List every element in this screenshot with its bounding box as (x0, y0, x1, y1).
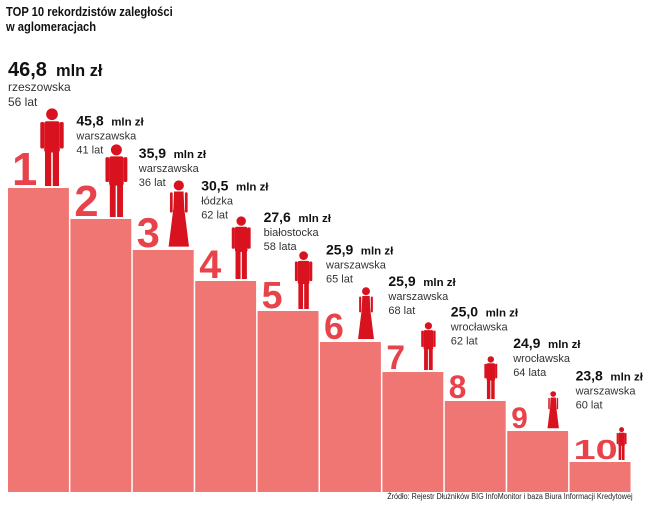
rank-number: 9 (511, 402, 528, 435)
bar-rank-4 (195, 281, 257, 492)
rank-item-9: 9 24,9 mln zł wrocławska 64 lata (507, 335, 581, 492)
unit-label: mln zł (236, 182, 269, 194)
rank-item-3: 3 35,9 mln zł warszawska 36 lat (132, 145, 207, 492)
amount-label: 25,9 (326, 242, 353, 258)
bar-rank-9 (507, 431, 569, 492)
unit-label: mln zł (486, 308, 519, 320)
bar-rank-2 (70, 219, 132, 492)
age-label: 56 lat (8, 95, 38, 109)
female-figure-icon (358, 287, 374, 339)
rank-item-6: 6 25,9 mln zł warszawska 65 lat (320, 242, 394, 492)
age-label: 68 lat (388, 305, 415, 317)
unit-label: mln zł (610, 372, 643, 384)
rank-number: 7 (386, 339, 405, 377)
age-label: 60 lat (576, 400, 603, 412)
rank-item-8: 8 25,0 mln zł wrocławska 62 lat (444, 304, 519, 492)
rank-number: 6 (324, 306, 344, 347)
age-label: 41 lat (76, 145, 103, 157)
rank-number: 1 (12, 143, 37, 195)
male-figure-icon (421, 322, 436, 370)
rank-number: 3 (137, 209, 160, 256)
rank-number: 2 (74, 177, 98, 226)
age-label: 62 lat (201, 210, 228, 222)
amount-label: 27,6 (264, 209, 291, 225)
rank-number: 4 (199, 243, 222, 287)
amount-label: 45,8 (76, 113, 103, 129)
bar-rank-6 (320, 342, 381, 492)
age-label: 65 lat (326, 274, 353, 286)
male-figure-icon (616, 427, 627, 460)
female-figure-icon (168, 180, 189, 247)
male-figure-icon (105, 144, 128, 217)
region-label: warszawska (325, 260, 387, 272)
male-figure-icon (231, 216, 251, 279)
region-label: łódzka (201, 196, 234, 208)
chart-title-line-2: w aglomeracjach (6, 19, 97, 34)
rank-item-5: 5 27,6 mln zł białostocka 58 lata (257, 209, 332, 492)
region-label: warszawska (75, 131, 137, 143)
rank-number: 8 (449, 369, 467, 405)
source-note: Źródło: Rejestr Dłużników BIG InfoMonito… (387, 492, 633, 501)
amount-label: 30,5 (201, 178, 228, 194)
rank-number: 5 (262, 275, 283, 317)
chart-title-line-1: TOP 10 rekordzistów zaległości (6, 4, 173, 19)
region-label: warszawska (138, 163, 200, 175)
age-label: 64 lata (513, 367, 547, 379)
age-label: 36 lat (139, 177, 166, 189)
unit-label: mln zł (111, 117, 144, 129)
region-label: wrocławska (512, 353, 571, 365)
rank-item-10: 10 23,8 mln zł warszawska 60 lat (569, 368, 644, 492)
region-label: wrocławska (450, 322, 509, 334)
male-figure-icon (294, 251, 313, 309)
rank-number: 10 (574, 434, 618, 465)
male-figure-icon (484, 356, 498, 399)
unit-label: mln zł (361, 246, 394, 258)
amount-label: 35,9 (139, 145, 166, 161)
age-label: 62 lat (451, 336, 478, 348)
bar-rank-3 (132, 250, 194, 492)
rank-item-7: 7 25,9 mln zł warszawska 68 lat (382, 273, 457, 492)
male-figure-icon (40, 108, 64, 186)
bar-rank-7 (382, 372, 444, 492)
bar-rank-8 (444, 401, 506, 492)
region-label: warszawska (575, 386, 637, 398)
unit-label: mln zł (548, 339, 581, 351)
amount-label: 25,0 (451, 304, 478, 320)
amount-label: 24,9 (513, 335, 540, 351)
unit-label: mln zł (174, 149, 207, 161)
region-label: białostocka (264, 227, 320, 239)
bar-rank-5 (257, 311, 319, 492)
female-figure-icon (547, 391, 559, 429)
chart-title: TOP 10 rekordzistów zaległości w aglomer… (6, 4, 173, 34)
amount-label: 25,9 (388, 273, 415, 289)
unit-label: mln zł (423, 277, 456, 289)
age-label: 58 lata (264, 241, 298, 253)
region-label: warszawska (387, 291, 449, 303)
region-label: rzeszowska (8, 80, 71, 94)
rank-item-2: 2 45,8 mln zł warszawska 41 lat (70, 113, 145, 492)
bar-rank-10 (569, 462, 631, 492)
unit-label: mln zł (56, 62, 103, 80)
amount-label: 46,8 (8, 59, 47, 81)
unit-label: mln zł (298, 213, 331, 225)
bar-rank-1 (8, 188, 69, 492)
amount-label: 23,8 (576, 368, 603, 384)
